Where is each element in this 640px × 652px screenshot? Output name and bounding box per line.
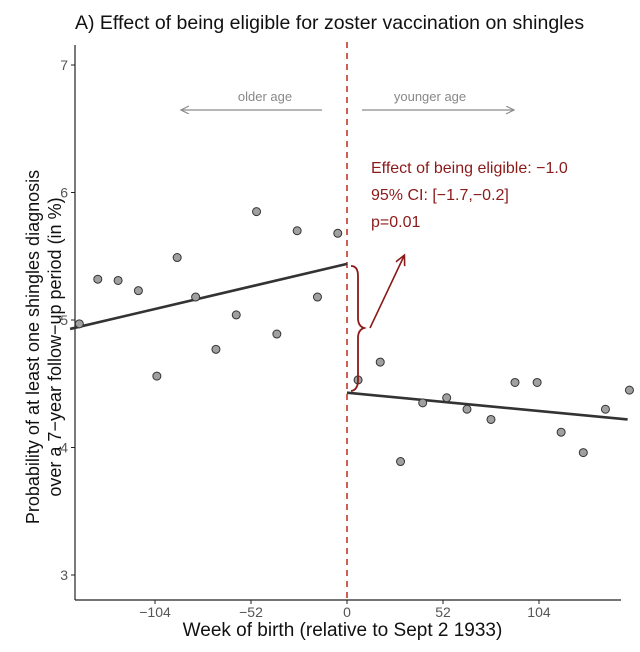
data-point — [375, 357, 385, 367]
x-tick-label: 52 — [435, 604, 451, 620]
y-tick-label: 7 — [60, 57, 68, 73]
effect-arrow — [369, 256, 404, 329]
data-point — [292, 226, 302, 236]
y-tick-label: 6 — [60, 185, 68, 201]
data-point — [211, 344, 221, 354]
data-point — [113, 275, 123, 285]
fit-line-right — [346, 391, 628, 421]
y-tick-label: 3 — [60, 567, 68, 583]
data-point — [624, 385, 634, 395]
x-ticks: −104 −52 0 52 104 — [139, 600, 551, 620]
x-tick-label: −104 — [139, 604, 171, 620]
data-points — [74, 207, 634, 467]
x-axis-label: Week of birth (relative to Sept 2 1933) — [182, 620, 503, 641]
data-point — [93, 274, 103, 284]
x-tick-label: −52 — [239, 604, 263, 620]
effect-annotation-line-2: 95% CI: [−1.7,−0.2] — [371, 187, 509, 204]
chart-title: A) Effect of being eligible for zoster v… — [75, 12, 585, 34]
data-point — [74, 319, 84, 329]
data-point — [486, 414, 496, 424]
data-point — [600, 404, 610, 414]
data-point — [272, 329, 282, 339]
fit-line-left — [69, 262, 348, 331]
data-point — [172, 253, 182, 263]
y-tick-label: 5 — [60, 312, 68, 328]
data-point — [510, 377, 520, 387]
data-point — [333, 228, 343, 238]
data-point — [418, 398, 428, 408]
older-age-label: older age — [238, 89, 292, 104]
data-point — [133, 286, 143, 296]
effect-annotation-line-1: Effect of being eligible: −1.0 — [371, 160, 568, 177]
data-point — [532, 377, 542, 387]
data-point — [191, 292, 201, 302]
data-point — [556, 427, 566, 437]
effect-brace — [350, 265, 367, 392]
fit-lines — [69, 262, 628, 421]
x-tick-label: 0 — [343, 604, 351, 620]
younger-age-label: younger age — [394, 89, 466, 104]
data-point — [231, 310, 241, 320]
data-point — [462, 404, 472, 414]
effect-annotation-line-3: p=0.01 — [371, 214, 420, 231]
y-ticks: 3 4 5 6 7 — [60, 57, 75, 583]
data-point — [442, 393, 452, 403]
data-point — [252, 207, 262, 217]
data-point — [312, 292, 322, 302]
x-tick-label: 104 — [527, 604, 551, 620]
data-point — [578, 448, 588, 458]
data-point — [152, 371, 162, 381]
y-tick-label: 4 — [60, 440, 68, 456]
data-point — [396, 457, 406, 467]
